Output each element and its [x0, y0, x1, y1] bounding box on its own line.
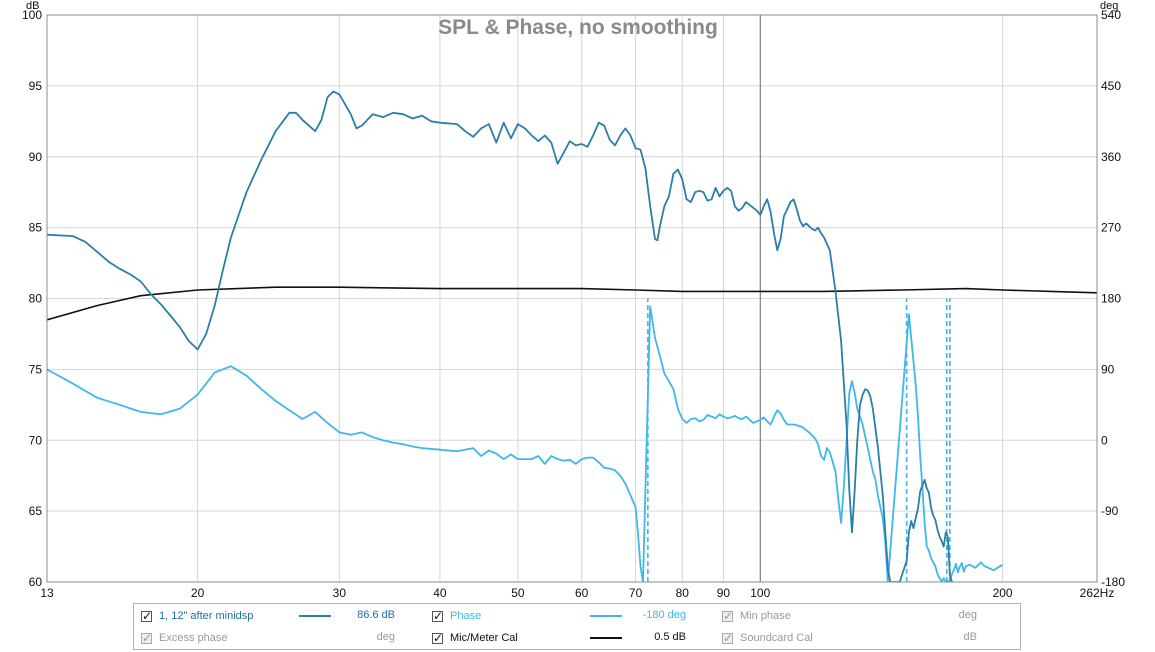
- y-right-unit: deg: [1100, 0, 1118, 12]
- y-right-tick-label: 180: [1101, 292, 1121, 306]
- y-left-tick-label: 75: [29, 362, 43, 376]
- x-tick-label: 30: [333, 586, 347, 600]
- y-left-tick-label: 100: [22, 8, 42, 22]
- phase-checkbox[interactable]: [432, 609, 443, 623]
- chart-title: SPL & Phase, no smoothing: [438, 16, 718, 39]
- soundcard-cal-label: Soundcard Cal: [740, 632, 813, 644]
- x-tick-label: 60: [575, 586, 589, 600]
- y-axis-right: -180 -90 0 90 180 270 360 450 540: [1101, 8, 1125, 589]
- y-right-tick-label: 360: [1101, 150, 1121, 164]
- x-tick-label: 40: [433, 586, 447, 600]
- y-right-tick-label: 270: [1101, 221, 1121, 235]
- excess-phase-label: Excess phase: [159, 632, 228, 644]
- min-phase-checkbox[interactable]: [722, 609, 733, 623]
- legend-row-2: Excess phase deg Mic/Meter Cal 0.5 dB So…: [134, 627, 1020, 649]
- y-left-tick-label: 60: [29, 575, 43, 589]
- legend-item-min-phase[interactable]: Min phase: [722, 605, 791, 627]
- phase-value: -180 deg: [642, 609, 686, 621]
- excess-phase-value: deg: [376, 631, 395, 643]
- phase-trace: [47, 305, 1004, 582]
- soundcard-cal-checkbox[interactable]: [722, 631, 733, 645]
- x-tick-label: 200: [993, 586, 1013, 600]
- x-tick-label: 90: [717, 586, 731, 600]
- mic-cal-checkbox[interactable]: [432, 631, 443, 645]
- x-tick-label: 100: [750, 586, 770, 600]
- y-right-tick-label: 540: [1101, 8, 1121, 22]
- x-tick-label: 50: [511, 586, 525, 600]
- legend-item-excess-phase[interactable]: Excess phase: [141, 627, 227, 649]
- x-tick-label: 262Hz: [1080, 586, 1115, 600]
- legend-item-mic-cal[interactable]: Mic/Meter Cal: [432, 627, 518, 649]
- legend-panel: 1, 12" after minidsp 86.6 dB Phase -180 …: [133, 603, 1021, 650]
- excess-phase-checkbox[interactable]: [141, 631, 152, 645]
- y-right-tick-label: -180: [1101, 575, 1125, 589]
- measurement-checkbox[interactable]: [141, 609, 152, 623]
- measurement-label: 1, 12" after minidsp: [159, 610, 254, 622]
- x-axis: 13 20 30 40 50 60 70 80 90 100 200 262Hz: [40, 586, 1114, 600]
- spl-phase-chart: 13 20 30 40 50 60 70 80 90 100 200 262Hz 60 65 70 75 80…: [22, 0, 1125, 600]
- min-phase-value: deg: [958, 609, 977, 621]
- soundcard-cal-value: dB: [963, 631, 977, 643]
- measurement-value: 86.6 dB: [357, 609, 395, 621]
- y-right-tick-label: -90: [1101, 504, 1119, 518]
- measurement-swatch: [299, 615, 331, 617]
- x-tick-label: 13: [40, 586, 54, 600]
- y-left-tick-label: 85: [29, 221, 43, 235]
- y-left-tick-label: 65: [29, 504, 43, 518]
- legend-item-measurement[interactable]: 1, 12" after minidsp: [141, 605, 253, 627]
- y-right-tick-label: 450: [1101, 79, 1121, 93]
- y-left-unit: dB: [26, 0, 39, 12]
- legend-item-soundcard-cal[interactable]: Soundcard Cal: [722, 627, 813, 649]
- mic-cal-label: Mic/Meter Cal: [450, 632, 518, 644]
- y-left-tick-label: 95: [29, 79, 43, 93]
- mic-cal-value: 0.5 dB: [654, 631, 686, 643]
- y-left-tick-label: 80: [29, 292, 43, 306]
- phase-swatch: [590, 615, 622, 617]
- x-tick-label: 20: [191, 586, 205, 600]
- x-tick-label: 70: [629, 586, 643, 600]
- y-right-tick-label: 90: [1101, 362, 1115, 376]
- y-axis-left: 60 65 70 75 80 85 90 95 100: [22, 8, 42, 589]
- mic-cal-swatch: [590, 637, 622, 639]
- min-phase-label: Min phase: [740, 610, 791, 622]
- series-layer: [47, 90, 1097, 582]
- y-right-tick-label: 0: [1101, 433, 1108, 447]
- legend-item-phase[interactable]: Phase: [432, 605, 481, 627]
- phase-label: Phase: [450, 610, 482, 622]
- y-left-tick-label: 90: [29, 150, 43, 164]
- mic-cal-trace: [47, 286, 1097, 321]
- plot-frame: [46, 14, 1098, 583]
- spl-trace: [47, 90, 953, 582]
- x-tick-label: 80: [676, 586, 690, 600]
- y-left-tick-label: 70: [29, 433, 43, 447]
- legend-row-1: 1, 12" after minidsp 86.6 dB Phase -180 …: [134, 605, 1020, 627]
